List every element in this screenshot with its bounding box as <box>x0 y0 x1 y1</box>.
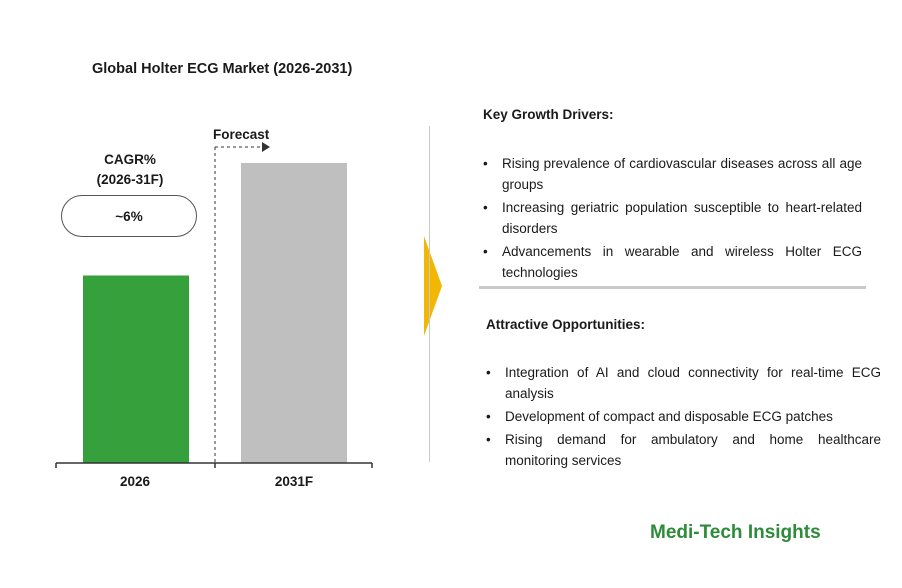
cagr-value-badge: ~6% <box>61 195 197 237</box>
forecast-label: Forecast <box>213 127 270 142</box>
list-item: • Advancements in wearable and wireless H… <box>483 244 862 280</box>
section-separator <box>479 286 866 289</box>
bar-2026 <box>83 275 189 463</box>
x-tick-label-2031f: 2031F <box>274 474 314 489</box>
drivers-title: Key Growth Drivers: <box>483 107 614 122</box>
list-item: • Rising prevalence of cardiovascular dis… <box>483 156 862 192</box>
list-item: • Integration of AI and cloud connectivit… <box>486 365 881 401</box>
cagr-value: ~6% <box>115 208 143 224</box>
bar-chart <box>55 142 373 468</box>
brand-logo-text: Medi-Tech Insights <box>650 522 821 543</box>
x-tick-label-2026: 2026 <box>119 474 151 489</box>
cagr-label: CAGR% (2026-31F) <box>96 152 164 187</box>
drivers-list: • Rising prevalence of cardiovascular dis… <box>480 153 862 285</box>
chevron-right-icon <box>424 236 442 336</box>
chart-title: Global Holter ECG Market (2026-2031) <box>92 61 353 77</box>
list-item: • Development of compact and disposable E… <box>486 409 833 424</box>
list-item: • Increasing geriatric population suscept… <box>483 200 862 236</box>
opportunities-title: Attractive Opportunities: <box>486 317 646 332</box>
forecast-arrow-head <box>262 142 270 152</box>
bar-2031f <box>241 163 347 463</box>
vertical-divider <box>429 126 430 462</box>
opportunities-list: • Integration of AI and cloud connectivit… <box>483 362 881 473</box>
list-item: • Rising demand for ambulatory and home h… <box>486 432 881 468</box>
